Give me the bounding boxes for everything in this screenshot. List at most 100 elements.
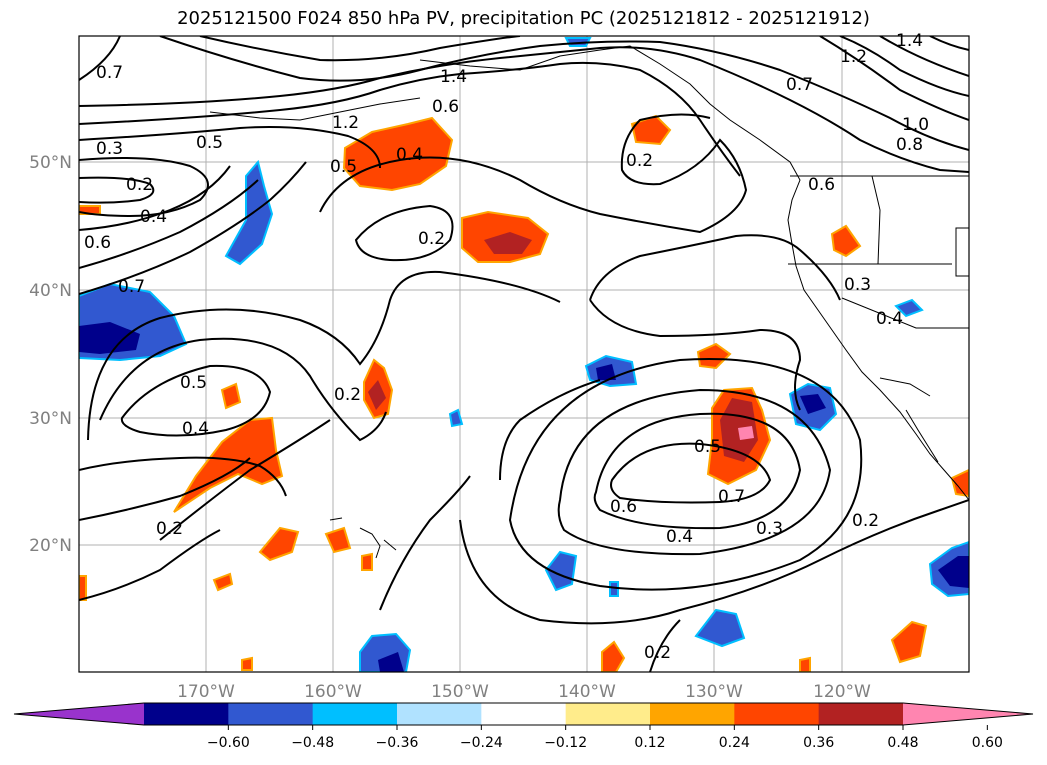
contour-label: 0.4	[666, 527, 693, 547]
contour-label: 0.7	[718, 487, 745, 507]
precipitation-shading	[79, 37, 969, 672]
pv-contour	[159, 36, 969, 151]
contour-label: 0.7	[118, 277, 145, 297]
precip-patch-cool	[544, 550, 578, 592]
colorbar-tick-label: −0.48	[291, 735, 334, 751]
pv-contour	[79, 46, 969, 173]
contour-label: 0.5	[196, 133, 223, 153]
pv-contour	[79, 179, 259, 269]
contour-label: 0.2	[334, 385, 361, 405]
contour-label: 1.2	[332, 113, 359, 133]
pv-contour	[354, 204, 454, 262]
contour-labels: 0.7 1.4 0.6 1.2 0.5 0.4 0.3 0.2 0.4 0.6 …	[84, 31, 929, 663]
pv-contour	[819, 36, 969, 121]
precip-patch-warm	[601, 640, 626, 672]
contour-label: 0.6	[610, 497, 637, 517]
precip-patch-cool	[448, 408, 464, 428]
pv-contour	[120, 364, 272, 437]
precip-patch-warm	[324, 526, 352, 554]
pv-contour	[99, 337, 387, 442]
pv-contour	[79, 36, 121, 81]
precip-patch-cool	[224, 159, 274, 266]
contour-label: 1.4	[440, 67, 467, 87]
pv-contour	[79, 176, 155, 204]
lon-label-130w: 130°W	[685, 682, 743, 702]
pv-contour	[319, 113, 748, 234]
lon-label-120w: 120°W	[813, 682, 871, 702]
precip-patch-warm	[241, 656, 253, 671]
precip-patch-cool-core	[378, 652, 404, 672]
pv-contour	[499, 379, 601, 481]
contour-label: 0.2	[644, 643, 671, 663]
pv-contour	[199, 36, 521, 62]
contour-label: 0.5	[694, 437, 721, 457]
precip-patch-warm	[830, 224, 862, 258]
precip-patch-warm	[173, 416, 284, 513]
precip-patch-warm	[361, 552, 373, 571]
precip-patch-cool	[894, 298, 924, 318]
lat-label-40n: 40°N	[29, 281, 72, 301]
colorbar-segment	[818, 703, 904, 725]
pv-contour	[79, 161, 307, 295]
precip-patch-pink	[738, 426, 754, 440]
colorbar-extend-low	[14, 703, 144, 725]
precip-patch-warm-core	[368, 380, 386, 410]
contour-label: 1.4	[896, 31, 923, 51]
contour-label: 1.2	[840, 47, 867, 67]
contour-label: 0.2	[626, 151, 653, 171]
pv-contour	[79, 61, 741, 177]
precip-patch-cool	[609, 581, 619, 597]
colorbar-tick-label: 0.48	[887, 735, 918, 751]
colorbar-tick-label: 0.24	[719, 735, 750, 751]
precip-patch-warm	[212, 572, 234, 592]
contour-label: 0.5	[180, 373, 207, 393]
colorbar-segment	[397, 703, 482, 725]
pv-contour	[649, 619, 681, 672]
map-title: 2025121500 F024 850 hPa PV, precipitatio…	[177, 8, 870, 29]
map-frame	[78, 35, 970, 673]
pv-contour	[589, 299, 802, 411]
colorbar-tick-label: 0.36	[803, 735, 834, 751]
contour-label: 0.4	[876, 309, 903, 329]
precip-patch-cool	[694, 608, 746, 648]
contour-label: 1.0	[902, 115, 929, 135]
longitude-labels: 170°W 160°W 150°W 140°W 130°W 120°W	[177, 682, 871, 702]
colorbar-tick-label: 0.60	[972, 735, 1003, 751]
pv-contour	[879, 36, 969, 77]
colorbar-tick-label: −0.60	[207, 735, 250, 751]
pv-contour	[79, 126, 381, 169]
pv-contour	[610, 442, 772, 504]
map-background	[79, 36, 969, 672]
pv-contour	[589, 234, 841, 301]
latitude-labels: 50°N 40°N 30°N 20°N	[29, 153, 72, 556]
contour-label: 0.4	[140, 207, 167, 227]
contour-label: 0.5	[330, 157, 357, 177]
colorbar-segment	[565, 703, 651, 725]
colorbar-segment	[144, 703, 229, 725]
contour-label: 0.2	[852, 511, 879, 531]
contour-label: 0.3	[756, 519, 783, 539]
lat-label-30n: 30°N	[29, 409, 72, 429]
lon-label-160w: 160°W	[304, 682, 362, 702]
contour-label: 0.7	[786, 75, 813, 95]
colorbar-segment	[228, 703, 314, 725]
contour-label: 0.2	[156, 519, 183, 539]
lon-label-150w: 150°W	[431, 682, 489, 702]
colorbar-tick-label: 0.12	[634, 735, 665, 751]
colorbar-extend-high	[903, 703, 1033, 725]
pv-contour	[459, 499, 969, 625]
contour-label: 0.6	[432, 97, 459, 117]
pv-contour	[79, 457, 251, 521]
precip-patch-warm-core	[484, 232, 532, 254]
contour-label: 0.6	[84, 233, 111, 253]
colorbar-tick-label: −0.36	[376, 735, 419, 751]
pv-contour	[79, 165, 231, 231]
precip-patch-warm	[890, 620, 928, 664]
contour-label: 0.8	[896, 135, 923, 155]
precip-patch-warm	[799, 656, 811, 672]
pv-contour	[159, 419, 331, 541]
precip-patch-cool-core	[800, 394, 826, 414]
pv-contour	[839, 36, 969, 97]
pv-contour	[508, 358, 863, 591]
pv-contour	[79, 456, 287, 497]
